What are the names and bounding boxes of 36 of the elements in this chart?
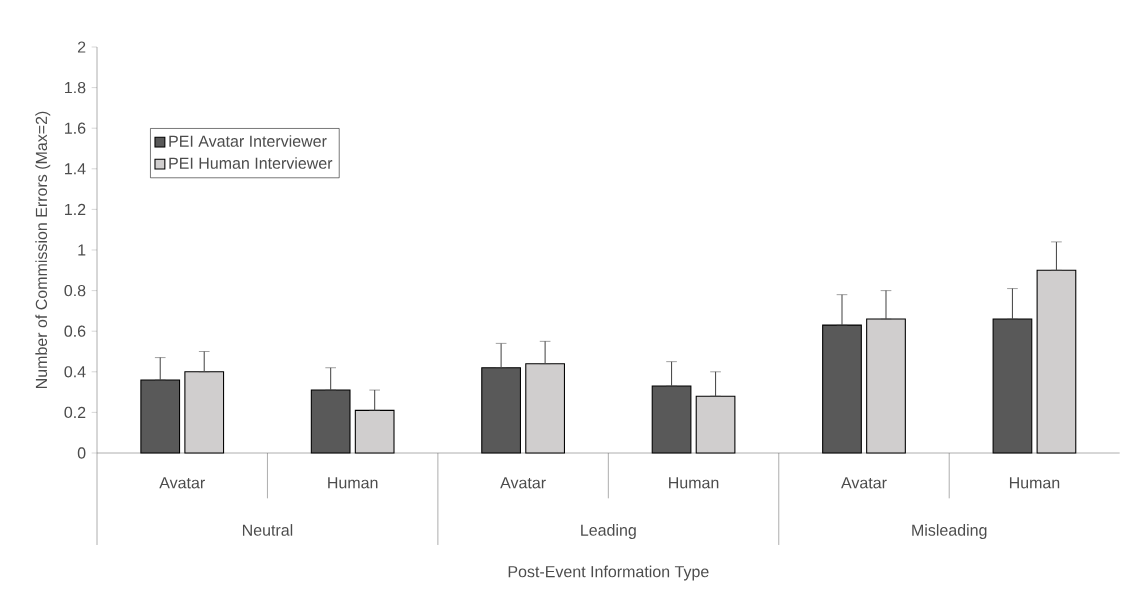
bar bbox=[184, 371, 225, 454]
y-tick-label: 1.6 bbox=[65, 122, 86, 134]
legend-label: PEI Avatar Interviewer bbox=[169, 135, 327, 147]
bar bbox=[354, 409, 395, 454]
bar bbox=[822, 324, 862, 454]
y-tick-label: 1.4 bbox=[65, 163, 86, 175]
text: Neutral bbox=[242, 524, 293, 536]
y-tick-label: 0.8 bbox=[64, 284, 86, 297]
y-tick-label: 0.4 bbox=[64, 366, 86, 378]
x-tick-label: Avatar bbox=[159, 477, 205, 489]
text: Misleading bbox=[912, 524, 987, 539]
bar bbox=[695, 395, 736, 454]
legend-label: PEI Human Interviewer bbox=[169, 157, 333, 169]
y-tick-label: 0 bbox=[77, 447, 86, 459]
bar bbox=[651, 385, 692, 454]
bar bbox=[1036, 269, 1077, 454]
x-tick-label: Avatar bbox=[841, 477, 887, 489]
y-tick-label: 2 bbox=[77, 41, 86, 53]
bar bbox=[992, 318, 1033, 454]
y-axis-title: Number of Commission Errors (Max=2) bbox=[35, 111, 51, 389]
x-tick-label: Human bbox=[328, 477, 378, 489]
bar bbox=[866, 318, 906, 454]
bar bbox=[310, 389, 351, 454]
x-tick-label: Human bbox=[1009, 477, 1060, 489]
y-tick-label: 1.8 bbox=[65, 81, 86, 94]
y-tick-label: 1 bbox=[78, 244, 86, 256]
bar bbox=[481, 367, 521, 454]
y-tick-label: 0.2 bbox=[64, 406, 86, 419]
y-tick-label: 0.6 bbox=[64, 325, 86, 337]
bar bbox=[525, 363, 565, 454]
text: Leading bbox=[581, 524, 636, 539]
x-axis-title: Post-Event Information Type bbox=[508, 565, 709, 581]
bar bbox=[140, 379, 181, 454]
x-tick-label: Human bbox=[669, 477, 719, 489]
y-tick-label: 1.2 bbox=[65, 203, 86, 215]
x-tick-label: Avatar bbox=[500, 477, 546, 489]
